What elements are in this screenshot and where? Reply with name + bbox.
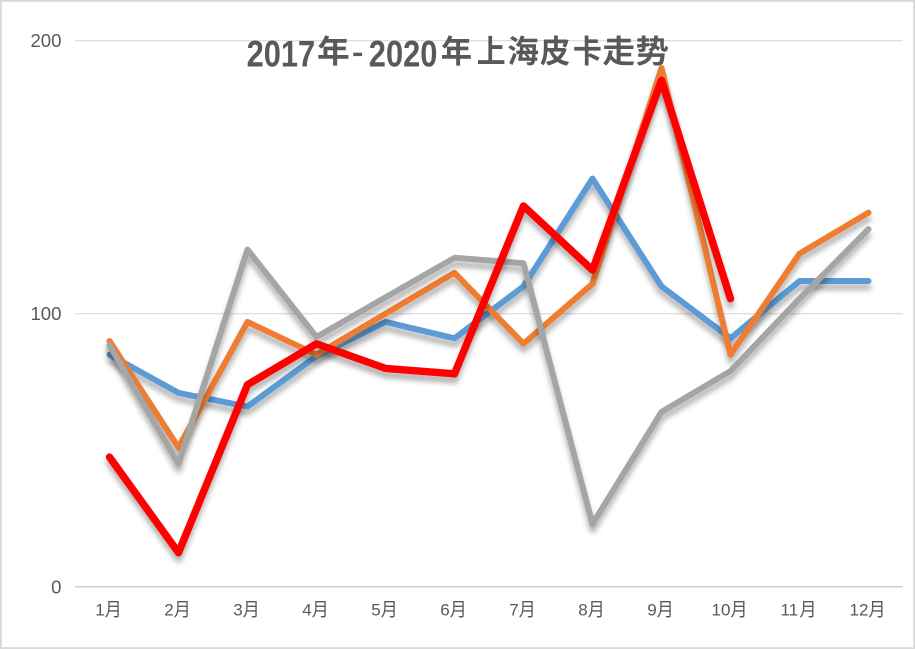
svg-text:2020: 2020	[369, 34, 438, 75]
svg-text:10: 10	[712, 600, 731, 619]
svg-text:4: 4	[302, 600, 311, 619]
svg-text:12: 12	[850, 600, 869, 619]
svg-text:1: 1	[95, 600, 104, 619]
svg-text:2: 2	[164, 600, 173, 619]
svg-text:100: 100	[30, 303, 61, 324]
svg-text:2017: 2017	[247, 34, 316, 75]
svg-text:200: 200	[30, 30, 61, 51]
svg-text:5: 5	[371, 600, 380, 619]
svg-text:6: 6	[440, 600, 449, 619]
svg-text:7: 7	[509, 600, 518, 619]
svg-text:11: 11	[781, 600, 799, 619]
svg-text:8: 8	[578, 600, 587, 619]
svg-text:0: 0	[51, 576, 61, 597]
svg-text:9: 9	[647, 600, 656, 619]
svg-text:3: 3	[233, 600, 242, 619]
